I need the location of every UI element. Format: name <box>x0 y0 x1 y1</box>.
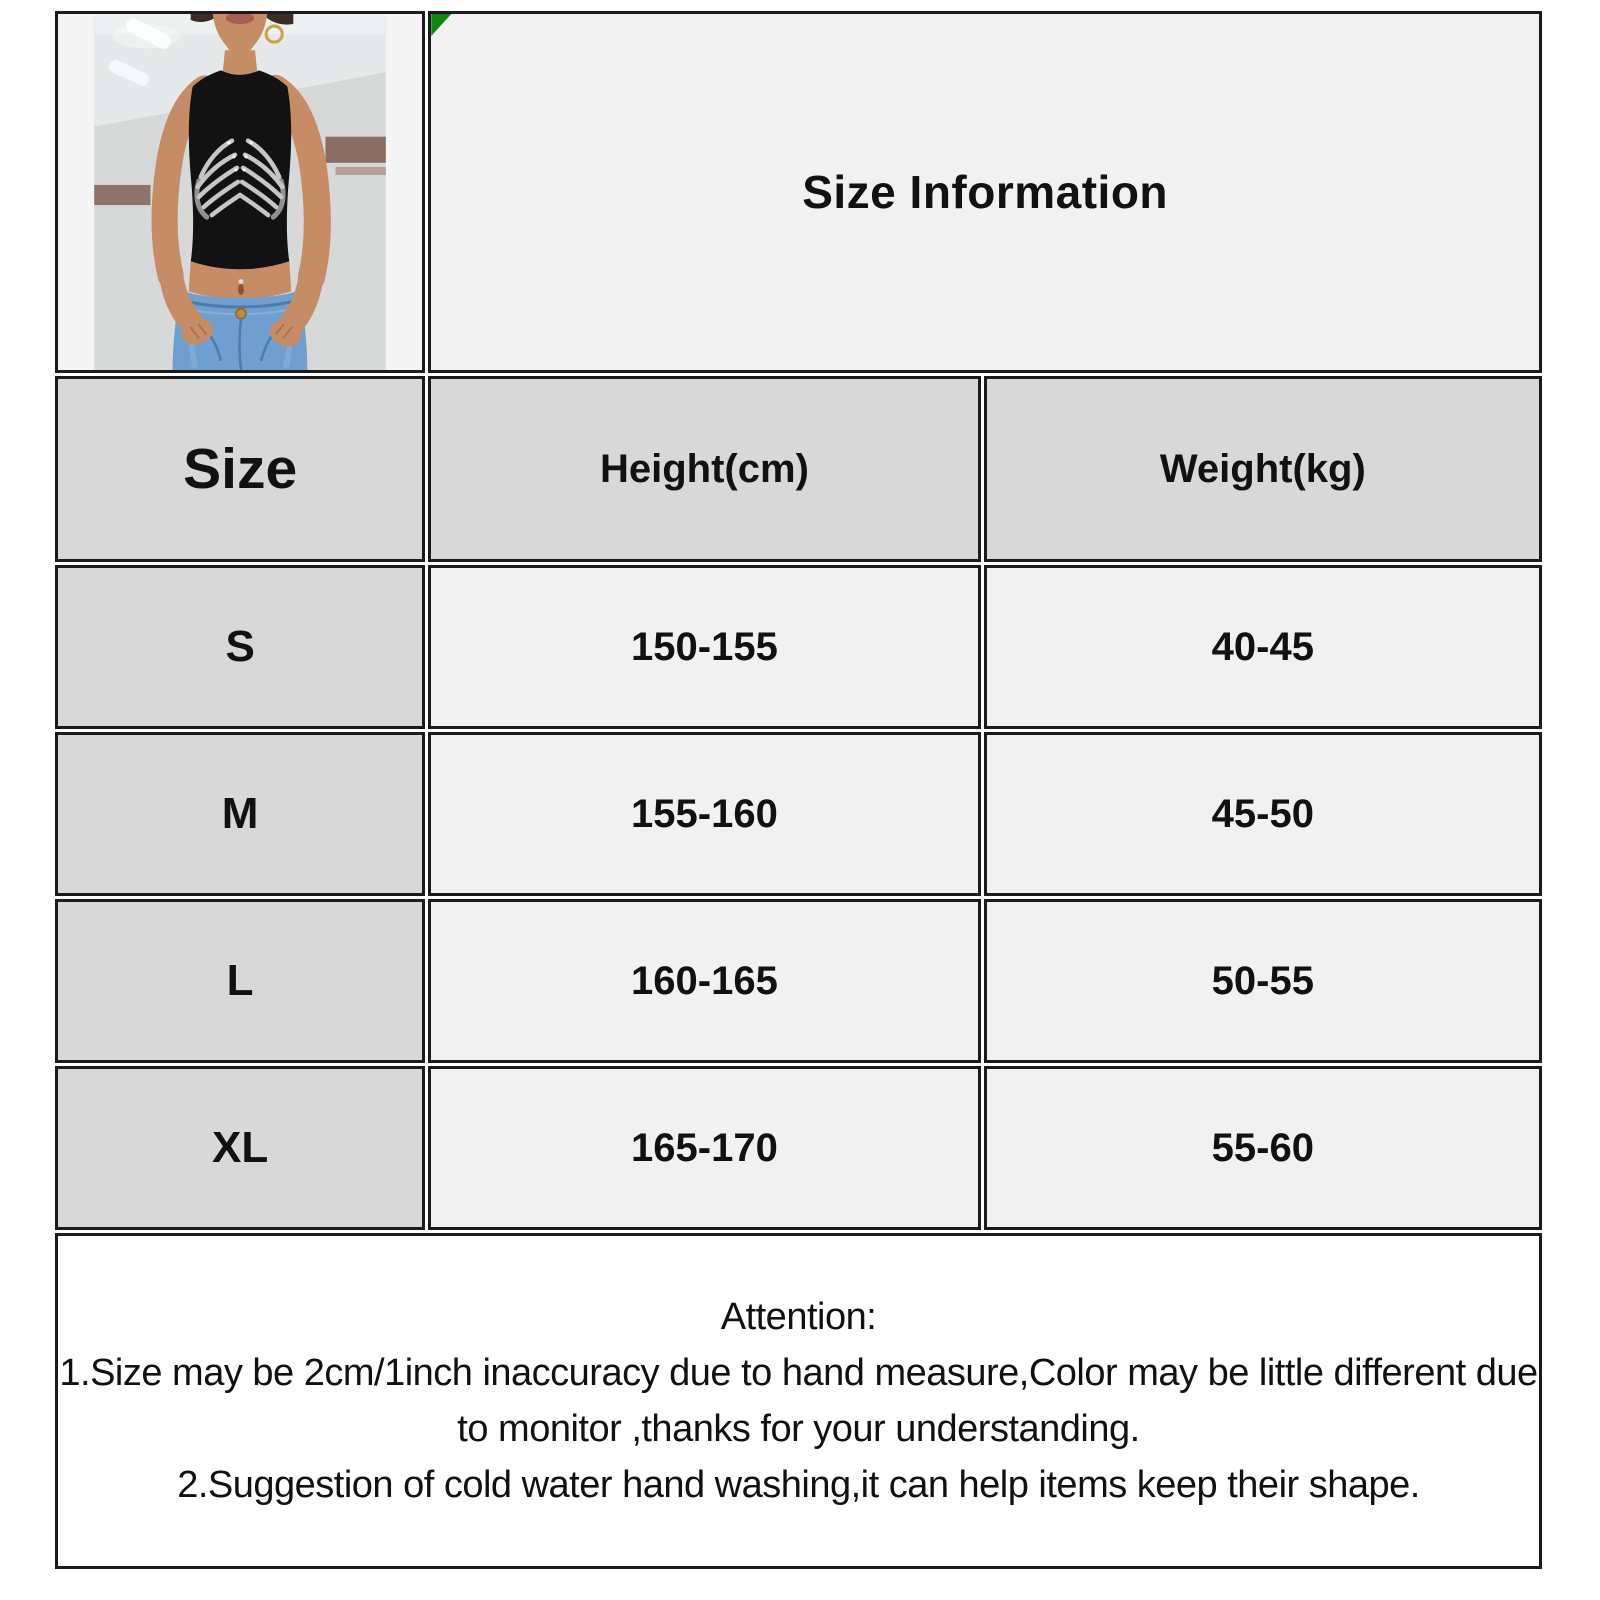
hands-in-pockets <box>158 259 325 347</box>
tank-top <box>188 70 292 270</box>
attention-heading: Attention: <box>720 1295 877 1338</box>
earring-icon <box>264 24 284 44</box>
weight-value: 55-60 <box>983 1066 1542 1230</box>
ceiling-lights-icon <box>109 18 181 86</box>
height-value: 155-160 <box>428 732 981 896</box>
page-title: Size Information <box>802 166 1169 218</box>
column-header-weight: Weight(kg) <box>983 376 1542 562</box>
model-face <box>212 14 268 65</box>
title-row: Size Information <box>55 11 1542 373</box>
row-label: L <box>55 899 426 1063</box>
table-row-xl: XL 165-170 55-60 <box>55 1066 1542 1230</box>
column-header-height: Height(cm) <box>428 376 981 562</box>
table-header-row: Size Height(cm) Weight(kg) <box>55 376 1542 562</box>
weight-value: 45-50 <box>983 732 1542 896</box>
cell-corner-marker <box>431 14 452 36</box>
height-value: 165-170 <box>428 1066 981 1230</box>
table-row-s: S 150-155 40-45 <box>55 565 1542 729</box>
product-photo-illustration <box>94 14 386 370</box>
table-row-l: L 160-165 50-55 <box>55 899 1542 1063</box>
height-value: 160-165 <box>428 899 981 1063</box>
size-information-title-cell: Size Information <box>428 11 1542 373</box>
table-row-m: M 155-160 45-50 <box>55 732 1542 896</box>
attention-cell: Attention: 1.Size may be 2cm/1inch inacc… <box>55 1233 1542 1569</box>
row-label: S <box>55 565 426 729</box>
weight-value: 50-55 <box>983 899 1542 1063</box>
arms <box>151 74 332 292</box>
row-label: M <box>55 732 426 896</box>
attention-row: Attention: 1.Size may be 2cm/1inch inacc… <box>55 1233 1542 1569</box>
height-value: 150-155 <box>428 565 981 729</box>
attention-note: 1.Size may be 2cm/1inch inaccuracy due t… <box>59 1351 1538 1450</box>
navel <box>238 284 245 296</box>
size-chart-table: Size Information Size Height(cm) Weight(… <box>52 8 1545 1572</box>
product-photo <box>58 14 422 370</box>
attention-note: 2.Suggestion of cold water hand washing,… <box>177 1464 1420 1507</box>
row-label: XL <box>55 1066 426 1230</box>
column-header-size: Size <box>55 376 426 562</box>
product-photo-cell <box>55 11 426 373</box>
weight-value: 40-45 <box>983 565 1542 729</box>
